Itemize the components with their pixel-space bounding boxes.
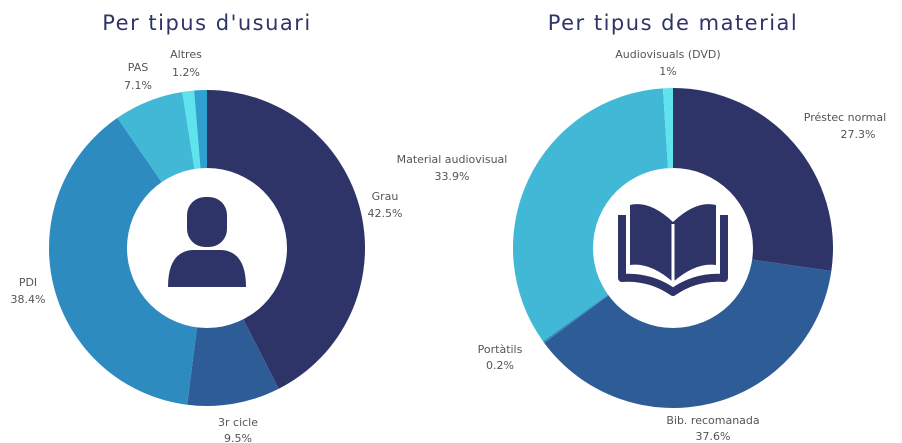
value-label: 1.2% (172, 66, 200, 79)
category-label: PAS (128, 61, 148, 74)
value-label: 0.2% (486, 359, 514, 372)
chart-title: Per tipus d'usuari (102, 11, 311, 35)
donut-segment (513, 88, 673, 342)
value-label: 9.5% (224, 432, 252, 443)
value-label: 27.3% (841, 128, 876, 141)
category-label: Préstec normal (804, 111, 886, 124)
category-label: 3r cicle (218, 416, 258, 429)
value-label: 37.6% (696, 430, 731, 443)
category-label: Portàtils (478, 343, 523, 356)
icon-cover (618, 215, 728, 296)
category-label: Material audiovisual (397, 153, 508, 166)
category-label: Audiovisuals (DVD) (615, 48, 720, 61)
value-label: 38.4% (11, 293, 46, 306)
category-label: Grau (372, 190, 399, 203)
icon-head (187, 197, 227, 247)
icon-body (168, 250, 246, 287)
chart-title: Per tipus de material (548, 11, 799, 35)
value-label: 7.1% (124, 79, 152, 92)
book-icon (618, 204, 728, 296)
category-label: Bib. recomanada (666, 414, 759, 427)
donut-segment (544, 248, 832, 408)
labels: Grau 42.5% 3r cicle 9.5% PDI 38.4% PAS 7… (11, 48, 887, 443)
value-label: 33.9% (435, 170, 470, 183)
value-label: 1% (659, 65, 676, 78)
category-label: Altres (170, 48, 202, 61)
category-label: PDI (19, 276, 37, 289)
value-label: 42.5% (368, 207, 403, 220)
person-icon (168, 197, 246, 287)
donut-segment (48, 117, 207, 405)
donut-hole (127, 168, 287, 328)
